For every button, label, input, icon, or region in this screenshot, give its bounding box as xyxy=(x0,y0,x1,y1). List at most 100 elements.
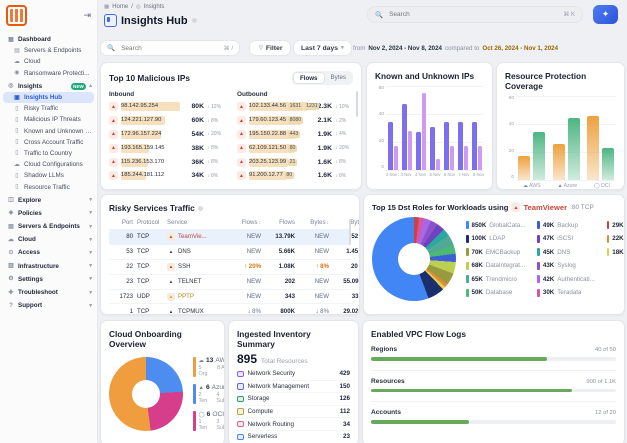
info-icon[interactable] xyxy=(197,205,203,211)
global-search[interactable]: 🔍 ⌘ K xyxy=(367,6,583,23)
column-header-service-2[interactable]: Service xyxy=(167,219,225,226)
sidebar-item-servers-endpoints[interactable]: ▤ Servers & Endpoints ▾ xyxy=(0,221,97,232)
sidebar-item-cloud-configurations[interactable]: ☁ Cloud Configurations xyxy=(0,159,97,170)
malicious-ip-row[interactable]: ▲ 98.142.95.254 80K ↓ 12% xyxy=(109,100,225,114)
legend-item-teradata[interactable]: 30K Teradata xyxy=(537,288,594,297)
bar-known[interactable] xyxy=(416,132,421,170)
sidebar-item-servers-endpoints[interactable]: ▤ Servers & Endpoints xyxy=(0,45,97,56)
column-header-protocol-1[interactable]: Protocol xyxy=(137,219,167,226)
bar-known[interactable] xyxy=(458,122,463,170)
bar-unknown[interactable] xyxy=(393,146,398,170)
malicious-ip-row[interactable]: ▲ 185.244.181.112 34K ↓ 8% xyxy=(109,169,225,183)
breadcrumb-home[interactable]: Home xyxy=(112,4,129,10)
scrollbar[interactable] xyxy=(348,219,351,245)
table-row-service-telnet[interactable]: 23 TCP ▲ TELNET NEW 202 NEW 55.09 KB xyxy=(109,275,359,290)
legend-item-globalcata[interactable]: 850K GlobalCata... xyxy=(466,221,525,230)
dashboard-search[interactable]: 🔍 ⌘ / xyxy=(100,40,240,56)
sidebar-item-explore[interactable]: ◫ Explore ▾ xyxy=(0,195,97,206)
sidebar-item-troubleshoot[interactable]: ✚ Troubleshoot ▾ xyxy=(0,287,97,298)
bar-protected[interactable] xyxy=(533,132,545,180)
malicious-ip-row[interactable]: ▲ 195.150.22.88 443 1.9K ↓ 4% xyxy=(237,128,353,142)
legend-item-database[interactable]: 50K Database xyxy=(466,288,525,297)
sidebar-item-traffic-to-country[interactable]: ▯ Traffic to Country xyxy=(0,148,97,159)
bar-known[interactable] xyxy=(402,104,407,170)
bar-unknown[interactable] xyxy=(435,158,440,170)
sidebar-collapse-icon[interactable]: ⇥ xyxy=(83,10,91,20)
scrollbar[interactable] xyxy=(355,91,358,117)
bar-known[interactable] xyxy=(444,122,449,170)
inventory-row-network-routing[interactable]: Network Routing 34 xyxy=(237,418,350,431)
sidebar-item-cloud[interactable]: ☁ Cloud ▾ xyxy=(0,234,97,245)
inventory-row-storage[interactable]: Storage 126 xyxy=(237,393,350,406)
sidebar-item-settings[interactable]: ⚙ Settings ▾ xyxy=(0,274,97,285)
malicious-ip-row[interactable]: ▲ 203.25.123.99 21 1.6K ↓ 8% xyxy=(237,155,353,169)
legend-item-pam[interactable]: 18KPAM xyxy=(606,248,624,257)
sidebar-item-cross-account-traffic[interactable]: ▯ Cross Account Traffic xyxy=(0,137,97,148)
malicious-ip-row[interactable]: ▲ 102.133.44.56 1631 1231 2.3K ↓ 10% xyxy=(237,100,353,114)
dashboard-search-input[interactable] xyxy=(119,43,220,53)
table-row-service-dns[interactable]: 53 TCP ▲ DNS NEW 5.66K NEW 1.45 GB xyxy=(109,245,359,260)
sidebar-item-malicious-ip-threats[interactable]: ▯ Malicious IP Threats xyxy=(0,114,97,125)
table-row-service-tcpmux[interactable]: 1 TCP ▲ TCPMUX ↓ 8% 800K ↓ 8% 29.02 KB xyxy=(109,304,359,314)
sidebar-item-resource-traffic[interactable]: ▯ Resource Traffic xyxy=(0,181,97,192)
bar-unprotected[interactable] xyxy=(518,156,530,180)
bar-unknown[interactable] xyxy=(477,146,482,170)
legend-item-ldap[interactable]: 100K LDAP xyxy=(466,234,525,243)
bar-unprotected[interactable] xyxy=(552,143,565,180)
sidebar-item-policies[interactable]: ◈ Policies ▾ xyxy=(0,208,97,219)
malicious-ip-row[interactable]: ▲ 193.165.159.145 38K ↓ 8% xyxy=(109,141,225,155)
date-range-dropdown[interactable]: Last 7 days ▾ xyxy=(293,40,352,56)
ai-assistant-button[interactable]: ✦ xyxy=(593,5,618,24)
inventory-row-network-security[interactable]: Network Security 429 xyxy=(237,368,350,381)
toggle-flows[interactable]: Flows xyxy=(292,72,325,84)
column-header-port-0[interactable]: Port xyxy=(109,219,137,226)
sidebar-item-insights[interactable]: ◎ Insights NEW ▴ xyxy=(0,81,97,92)
bar-protected[interactable] xyxy=(602,147,614,180)
malicious-ip-row[interactable]: ▲ 124.221.127.90 60K ↓ 8% xyxy=(109,114,225,128)
malicious-ip-row[interactable]: ▲ 62.109.121.50 80 1.9K ↓ 20% xyxy=(237,141,353,155)
malicious-ip-row[interactable]: ▲ 91.200.12.77 80 1.6K ↓ 8% xyxy=(237,169,353,183)
column-header-bytes-5[interactable]: Bytes↕ xyxy=(295,219,329,226)
bar-known[interactable] xyxy=(430,126,435,170)
legend-item-syslog[interactable]: 43K Syslog xyxy=(537,261,594,270)
column-header-flows-4[interactable]: Flows xyxy=(261,219,295,226)
inventory-row-serverless[interactable]: Serverless 23 xyxy=(237,431,350,443)
bar-unknown[interactable] xyxy=(449,146,454,170)
bar-protected[interactable] xyxy=(567,118,580,180)
cloud-legend-item-oci[interactable]: ◯ 6 OCI 1 Ten 3 Sub xyxy=(193,411,224,431)
app-logo-icon[interactable] xyxy=(6,5,27,26)
legend-item-dns[interactable]: 45K DNS xyxy=(537,248,594,257)
sidebar-item-ransomware-protecti[interactable]: ◉ Ransomware Protecti... xyxy=(0,68,97,79)
legend-item-edr[interactable]: 22KEDR xyxy=(606,234,624,243)
legend-item-nfs[interactable]: 29KNFS xyxy=(606,221,624,230)
service-name[interactable]: TeamViewer xyxy=(523,203,568,212)
legend-item-backup[interactable]: 49K Backup xyxy=(537,221,594,230)
column-header-bytes-6[interactable]: Bytes▾ xyxy=(329,219,359,226)
breadcrumb-section[interactable]: Insights xyxy=(143,4,165,10)
bar-unknown[interactable] xyxy=(463,146,468,170)
global-search-input[interactable] xyxy=(387,10,560,19)
inventory-row-compute[interactable]: Compute 112 xyxy=(237,406,350,419)
sidebar-item-infrastructure[interactable]: ▥ Infrastructure ▾ xyxy=(0,261,97,272)
legend-item-trendmicro[interactable]: 65K Trendmicro xyxy=(466,275,525,284)
malicious-ip-row[interactable]: ▲ 115.236.153.170 36K ↓ 8% xyxy=(109,155,225,169)
info-icon[interactable] xyxy=(191,18,197,23)
cloud-legend-item-aws[interactable]: ☁13AWS 5 Org 8 Acc xyxy=(193,357,224,377)
sidebar-item-support[interactable]: ? Support ▾ xyxy=(0,300,97,311)
sidebar-item-shadow-llms[interactable]: ▯ Shadow LLMs xyxy=(0,170,97,181)
malicious-ip-row[interactable]: ▲ 179.60.123.45 8080 2.1K ↓ 2% xyxy=(237,114,353,128)
table-row-service-ssh[interactable]: 22 TCP ▲SSH ↑ 20% 1.08K ↑ 8% 20 MB xyxy=(109,260,359,275)
inventory-row-network-management[interactable]: Network Management 150 xyxy=(237,381,350,394)
sidebar-item-risky-traffic[interactable]: ▯ Risky Traffic xyxy=(0,103,97,114)
sidebar-item-access[interactable]: ⊙ Access ▾ xyxy=(0,247,97,258)
legend-item-iscsi[interactable]: 47K iSCSI xyxy=(537,234,594,243)
filter-button[interactable]: ▽ Filter xyxy=(249,40,292,56)
bar-known[interactable] xyxy=(388,122,393,170)
malicious-ip-row[interactable]: ▲ 172.96.157.224 54K ↓ 20% xyxy=(109,128,225,142)
bar-unknown[interactable] xyxy=(407,130,412,170)
cloud-legend-item-azure[interactable]: ▲6Azure2 Ten 4 Sub xyxy=(193,384,224,404)
sidebar-item-dashboard[interactable]: ▦ Dashboard xyxy=(0,34,97,45)
sidebar-item-known-and-unknown-i[interactable]: ▯ Known and Unknown I... xyxy=(0,126,97,137)
legend-item-dataintegrat[interactable]: 68K DataIntegrat... xyxy=(466,261,525,270)
table-row-service-pptp[interactable]: 1723 UDP ▲PPTP NEW 343 NEW 33 KB xyxy=(109,290,359,305)
